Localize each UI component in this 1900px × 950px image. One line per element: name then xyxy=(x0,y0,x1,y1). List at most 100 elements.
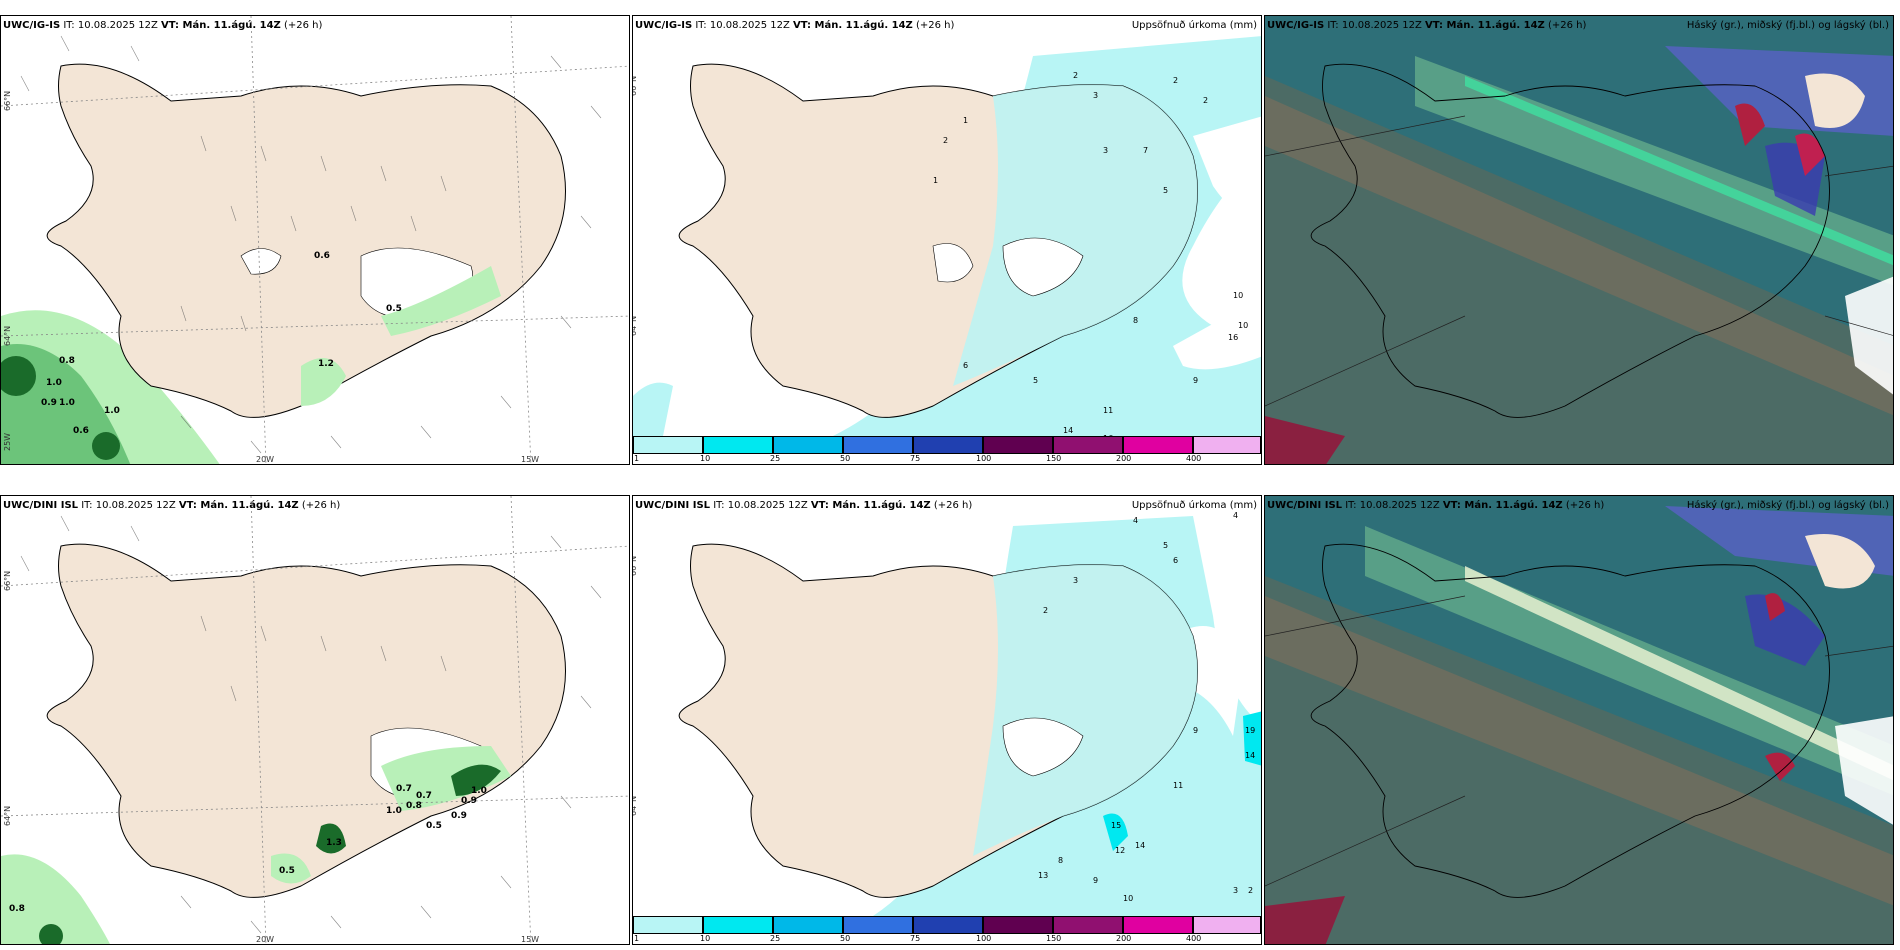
wind-value: 0.9 xyxy=(461,796,477,806)
precip-value: 16 xyxy=(1228,333,1239,342)
wind-value: 1.2 xyxy=(318,359,334,369)
precip-value: 14 xyxy=(1245,751,1256,760)
wind-value: 0.7 xyxy=(416,791,432,801)
wind-value: 0.5 xyxy=(279,866,295,876)
panel-precip-igis: UWC/IG-IS IT: 10.08.2025 12Z VT: Mán. 11… xyxy=(632,15,1262,465)
wind-value: 0.5 xyxy=(386,304,402,314)
precip-value: 8 xyxy=(1058,856,1064,865)
colorbar-segment xyxy=(913,436,983,454)
model-name: UWC/IG-IS xyxy=(3,20,61,31)
panel-wind-dini: UWC/DINI ISL IT: 10.08.2025 12Z VT: Mán.… xyxy=(0,495,630,945)
colorbar-tick: 200 xyxy=(1116,934,1132,943)
wind-value: 1.0 xyxy=(46,378,62,388)
colorbar-tick: 25 xyxy=(770,454,781,463)
lat-label-66: 66°N xyxy=(3,90,12,111)
wind-value: 0.6 xyxy=(73,426,89,436)
colorbar-segment xyxy=(773,916,843,934)
panel-subtitle: Uppsöfnuð úrkoma (mm) xyxy=(1131,20,1257,31)
precip-value: 2 xyxy=(1248,886,1254,895)
valid-time: VT: Mán. 11.ágú. 14Z xyxy=(161,20,281,31)
panel-subtitle: Háský (gr.), miðský (fj.bl.) og lágský (… xyxy=(1686,500,1889,511)
precip-value: 7 xyxy=(1143,146,1149,155)
colorbar: 1 10 25 50 75 100 150 200 400 xyxy=(633,436,1261,464)
panel-wind-igis: UWC/IG-IS IT: 10.08.2025 12Z VT: Mán. 11… xyxy=(0,15,630,465)
precip-value: 14 xyxy=(1063,426,1074,435)
panel-title: UWC/DINI ISL IT: 10.08.2025 12Z VT: Mán.… xyxy=(635,500,972,511)
init-time: IT: 10.08.2025 12Z xyxy=(1342,500,1443,511)
cloud-map xyxy=(1265,496,1893,944)
precip-value: 3 xyxy=(1093,91,1099,100)
precip-value: 4 xyxy=(1233,511,1239,520)
colorbar-segment xyxy=(1123,436,1193,454)
colorbar-segment xyxy=(983,436,1053,454)
panel-subtitle: Háský (gr.), miðský (fj.bl.) og lágský (… xyxy=(1686,20,1889,31)
colorbar-segment xyxy=(773,436,843,454)
model-name: UWC/IG-IS xyxy=(1267,20,1325,31)
wind-value: 0.9 xyxy=(451,811,467,821)
wind-value: 0.7 xyxy=(396,784,412,794)
valid-time: VT: Mán. 11.ágú. 14Z xyxy=(1425,20,1545,31)
panel-title: UWC/DINI ISL IT: 10.08.2025 12Z VT: Mán.… xyxy=(3,500,340,511)
lat-label-66: 66°N xyxy=(632,555,638,576)
colorbar-tick: 150 xyxy=(1046,934,1062,943)
colorbar-segment xyxy=(913,916,983,934)
colorbar-tick: 75 xyxy=(910,454,921,463)
lead-time: (+26 h) xyxy=(298,500,341,511)
precip-value: 19 xyxy=(1245,726,1256,735)
panel-clouds-igis: UWC/IG-IS IT: 10.08.2025 12Z VT: Mán. 11… xyxy=(1264,15,1894,465)
colorbar-segment xyxy=(1053,436,1123,454)
precip-value: 4 xyxy=(1133,516,1139,525)
precip-value: 2 xyxy=(1203,96,1209,105)
init-time: IT: 10.08.2025 12Z xyxy=(710,500,811,511)
wind-value: 0.6 xyxy=(314,251,330,261)
precip-value: 10 xyxy=(1238,321,1249,330)
precip-value: 9 xyxy=(1193,376,1199,385)
lead-time: (+26 h) xyxy=(280,20,323,31)
colorbar-tick: 150 xyxy=(1046,454,1062,463)
model-name: UWC/DINI ISL xyxy=(3,500,79,511)
lat-label-64: 64°N xyxy=(3,325,12,346)
lon-label-15w: 15W xyxy=(521,935,540,944)
wind-value: 0.5 xyxy=(426,821,442,831)
precip-value: 11 xyxy=(1173,781,1184,790)
precip-map xyxy=(633,16,1261,464)
wind-value: 1.0 xyxy=(386,806,402,816)
precip-map xyxy=(633,496,1261,944)
colorbar-tick: 10 xyxy=(700,454,711,463)
precip-value: 9 xyxy=(1193,726,1199,735)
panel-title: UWC/IG-IS IT: 10.08.2025 12Z VT: Mán. 11… xyxy=(635,20,954,31)
colorbar-segment xyxy=(843,916,913,934)
precip-value: 1 xyxy=(963,116,969,125)
panel-subtitle: Uppsöfnuð úrkoma (mm) xyxy=(1131,500,1257,511)
valid-time: VT: Mán. 11.ágú. 14Z xyxy=(1442,500,1563,511)
valid-time: VT: Mán. 11.ágú. 14Z xyxy=(178,500,299,511)
precip-value: 1 xyxy=(933,176,939,185)
precip-value: 13 xyxy=(1038,871,1049,880)
precip-value: 5 xyxy=(1033,376,1039,385)
colorbar-segment xyxy=(1193,436,1261,454)
precip-value: 3 xyxy=(1103,146,1109,155)
wind-map xyxy=(1,496,629,944)
colorbar: 1 10 25 50 75 100 150 200 400 xyxy=(633,916,1261,944)
lon-label-25w: 25W xyxy=(3,432,12,451)
cloud-map xyxy=(1265,16,1893,464)
wind-value: 0.8 xyxy=(59,356,75,366)
lon-label-20w: 20W xyxy=(256,455,275,464)
colorbar-segment xyxy=(703,916,773,934)
lead-time: (+26 h) xyxy=(1544,20,1587,31)
precip-value: 10 xyxy=(1233,291,1244,300)
init-time: IT: 10.08.2025 12Z xyxy=(60,20,162,31)
lat-label-64: 64°N xyxy=(632,795,638,816)
colorbar-tick: 100 xyxy=(976,934,992,943)
wind-value: 1.0 xyxy=(104,406,120,416)
lead-time: (+26 h) xyxy=(912,20,955,31)
panel-title: UWC/DINI ISL IT: 10.08.2025 12Z VT: Mán.… xyxy=(1267,500,1604,511)
colorbar-tick: 1 xyxy=(634,454,640,463)
model-name: UWC/IG-IS xyxy=(635,20,693,31)
wind-value: 0.8 xyxy=(9,904,25,914)
colorbar-tick: 75 xyxy=(910,934,921,943)
wind-value: 0.8 xyxy=(406,801,422,811)
colorbar-segment xyxy=(983,916,1053,934)
wind-value: 0.9 xyxy=(41,398,57,408)
precip-value: 6 xyxy=(963,361,969,370)
